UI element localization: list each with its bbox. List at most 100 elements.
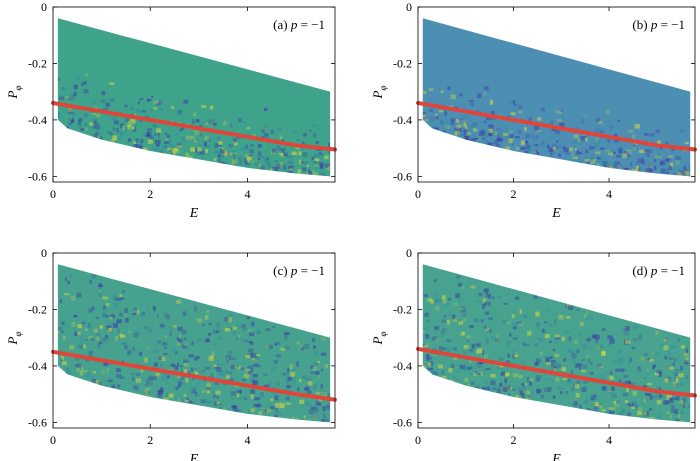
texture-cell — [110, 132, 113, 136]
texture-cell — [617, 350, 622, 354]
texture-cell — [60, 330, 64, 334]
texture-cell — [275, 163, 281, 169]
texture-cell — [99, 341, 103, 345]
texture-cell — [300, 147, 306, 151]
texture-cell — [640, 159, 646, 165]
texture-cell — [656, 385, 661, 390]
texture-cell — [67, 118, 71, 121]
texture-cell — [503, 370, 507, 374]
texture-cell — [553, 366, 557, 370]
texture-cell — [205, 122, 209, 126]
texture-cell — [489, 376, 495, 382]
texture-cell — [219, 155, 222, 160]
texture-cell — [555, 337, 561, 340]
texture-cell — [106, 325, 112, 329]
texture-cell — [190, 367, 194, 373]
texture-cell — [269, 166, 274, 169]
texture-cell — [169, 363, 173, 367]
texture-cell — [585, 310, 589, 315]
texture-cell — [302, 152, 308, 158]
texture-cell — [525, 140, 528, 144]
texture-cell — [190, 135, 195, 140]
texture-cell — [269, 405, 276, 410]
texture-cell — [576, 150, 580, 155]
texture-cell — [455, 293, 460, 298]
x-tick-label: 0 — [415, 433, 421, 447]
texture-cell — [505, 146, 511, 151]
texture-cell — [669, 398, 674, 403]
texture-cell — [156, 128, 162, 134]
texture-cell — [188, 385, 192, 390]
texture-cell — [601, 328, 606, 331]
y-tick-label: -0.6 — [393, 169, 412, 183]
texture-cell — [638, 337, 642, 340]
texture-cell — [133, 386, 137, 391]
texture-cell — [141, 312, 146, 316]
texture-cell — [67, 280, 70, 285]
texture-cell — [483, 354, 488, 360]
texture-cell — [135, 138, 139, 143]
texture-cell — [183, 393, 187, 397]
texture-cell — [306, 171, 309, 177]
texture-cell — [115, 336, 119, 341]
texture-cell — [228, 143, 234, 148]
texture-cell — [116, 319, 122, 324]
y-tick-label: 0 — [41, 0, 47, 14]
texture-cell — [61, 361, 67, 365]
texture-cell — [672, 371, 677, 376]
texture-cell — [627, 412, 632, 417]
texture-cell — [453, 90, 458, 96]
texture-cell — [83, 89, 89, 94]
texture-cell — [672, 362, 675, 367]
texture-cell — [157, 314, 160, 317]
texture-cell — [274, 403, 281, 408]
texture-cell — [464, 135, 470, 141]
texture-cell — [176, 342, 182, 346]
texture-cell — [315, 371, 320, 375]
texture-cell — [494, 117, 498, 123]
texture-cell — [274, 160, 279, 163]
texture-cell — [153, 147, 159, 151]
texture-cell — [597, 404, 603, 409]
texture-cell — [264, 125, 269, 131]
texture-cell — [644, 149, 648, 152]
texture-cell — [649, 358, 654, 362]
texture-cell — [218, 161, 222, 167]
texture-cell — [275, 407, 278, 413]
y-axis-symbol: P — [5, 90, 20, 99]
texture-cell — [644, 411, 647, 416]
texture-cell — [616, 155, 621, 158]
texture-cell — [566, 152, 570, 155]
texture-cell — [647, 382, 652, 386]
texture-cell — [314, 164, 319, 168]
texture-cell — [510, 112, 516, 116]
texture-cell — [549, 356, 553, 359]
panel-variable: p — [290, 17, 298, 32]
texture-cell — [98, 284, 104, 288]
texture-cell — [685, 363, 691, 366]
texture-cell — [92, 371, 97, 374]
texture-cell — [583, 400, 589, 404]
texture-cell — [639, 149, 645, 153]
texture-cell — [246, 156, 251, 161]
texture-cell — [584, 158, 590, 162]
texture-cell — [64, 293, 70, 296]
texture-cell — [506, 341, 511, 344]
texture-cell — [320, 419, 326, 423]
texture-cell — [435, 330, 438, 335]
texture-cell — [512, 326, 517, 330]
panel-letter: (b) — [632, 17, 650, 32]
texture-cell — [665, 168, 671, 171]
texture-cell — [219, 149, 225, 154]
texture-cell — [207, 137, 211, 143]
texture-cell — [621, 381, 626, 386]
texture-cell — [245, 153, 250, 157]
texture-cell — [183, 99, 189, 104]
texture-cell — [305, 403, 308, 406]
texture-cell — [191, 388, 197, 392]
texture-cell — [608, 375, 613, 380]
texture-cell — [473, 136, 479, 140]
texture-cell — [598, 159, 601, 163]
texture-cell — [303, 415, 306, 419]
texture-cell — [109, 82, 115, 85]
